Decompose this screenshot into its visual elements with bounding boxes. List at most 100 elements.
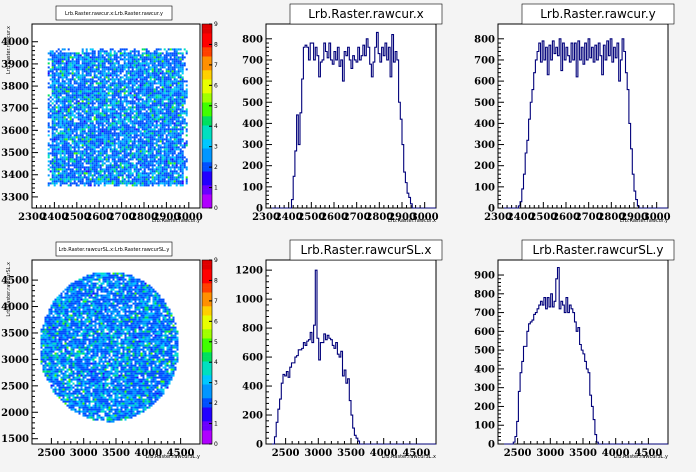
heatmap-cell xyxy=(68,288,71,291)
heatmap-cell xyxy=(83,86,86,89)
heatmap-cell xyxy=(123,66,126,69)
heatmap-cell xyxy=(91,180,94,183)
heatmap-cell xyxy=(53,110,56,113)
heatmap-cell xyxy=(64,294,67,297)
heatmap-cell xyxy=(137,126,140,129)
heatmap-cell xyxy=(127,112,130,115)
heatmap-cell xyxy=(93,128,96,131)
heatmap-cell xyxy=(55,88,58,91)
heatmap-cell xyxy=(53,106,56,109)
heatmap-cell xyxy=(111,134,114,137)
heatmap-cell xyxy=(71,156,74,159)
heatmap-cell xyxy=(115,62,118,65)
heatmap-cell xyxy=(62,296,65,299)
heatmap-cell xyxy=(137,158,140,161)
heatmap-cell xyxy=(71,64,74,67)
heatmap-cell xyxy=(57,100,60,103)
heatmap-cell xyxy=(63,84,66,87)
heatmap-cell xyxy=(55,106,58,109)
heatmap-cell xyxy=(85,106,88,109)
heatmap-cell xyxy=(167,78,170,81)
heatmap-cell xyxy=(131,142,134,145)
heatmap-cell xyxy=(56,312,59,315)
heatmap-cell xyxy=(113,122,116,125)
heatmap-cell xyxy=(59,164,62,167)
heatmap-cell xyxy=(89,108,92,111)
heatmap-cell xyxy=(133,62,136,65)
heatmap-cell xyxy=(105,108,108,111)
heatmap-cell xyxy=(51,106,54,109)
heatmap-cell xyxy=(159,80,162,83)
heatmap-cell xyxy=(125,112,128,115)
heatmap-cell xyxy=(155,170,158,173)
heatmap-cell xyxy=(50,374,53,377)
heatmap-cell xyxy=(67,66,70,69)
heatmap-cell xyxy=(107,86,110,89)
heatmap-cell xyxy=(81,98,84,101)
heatmap-cell xyxy=(165,180,168,183)
heatmap-cell xyxy=(58,360,61,363)
heatmap-cell xyxy=(47,102,50,105)
heatmap-cell xyxy=(151,148,154,151)
heatmap-cell xyxy=(54,390,57,393)
heatmap-cell xyxy=(91,90,94,93)
heatmap-cell xyxy=(73,144,76,147)
heatmap-cell xyxy=(91,54,94,57)
heatmap-cell xyxy=(77,100,80,103)
heatmap-cell xyxy=(57,98,60,101)
heatmap-cell xyxy=(66,298,69,301)
heatmap-cell xyxy=(133,88,136,91)
heatmap-cell xyxy=(107,132,110,135)
heatmap-cell xyxy=(97,108,100,111)
heatmap-cell xyxy=(173,132,176,135)
heatmap-cell xyxy=(179,100,182,103)
heatmap-cell xyxy=(81,106,84,109)
heatmap-cell xyxy=(135,94,138,97)
heatmap-cell xyxy=(44,350,47,353)
heatmap-cell xyxy=(83,150,86,153)
heatmap-cell xyxy=(50,328,53,331)
heatmap-cell xyxy=(137,80,140,83)
heatmap-cell xyxy=(79,140,82,143)
heatmap-cell xyxy=(179,90,182,93)
heatmap-cell xyxy=(177,132,180,135)
heatmap-cell xyxy=(155,168,158,171)
heatmap-cell xyxy=(53,80,56,83)
heatmap-cell xyxy=(181,98,184,101)
heatmap-cell xyxy=(67,134,70,137)
heatmap-cell xyxy=(105,104,108,107)
heatmap-cell xyxy=(73,54,76,57)
heatmap-cell xyxy=(67,90,70,93)
heatmap-cell xyxy=(60,382,63,385)
heatmap-cell xyxy=(62,376,65,379)
heatmap-cell xyxy=(52,322,55,325)
heatmap-cell xyxy=(119,92,122,95)
heatmap-cell xyxy=(42,342,45,345)
heatmap-cell xyxy=(48,322,51,325)
heatmap-cell xyxy=(127,168,130,171)
heatmap-cell xyxy=(105,98,108,101)
heatmap-cell xyxy=(155,94,158,97)
heatmap-cell xyxy=(109,136,112,139)
heatmap-cell xyxy=(60,398,63,401)
heatmap-cell xyxy=(55,174,58,177)
heatmap-cell xyxy=(67,122,70,125)
heatmap-cell xyxy=(57,148,60,151)
heatmap-cell xyxy=(61,170,64,173)
heatmap-cell xyxy=(71,172,74,175)
heatmap-cell xyxy=(87,168,90,171)
heatmap-cell xyxy=(57,152,60,155)
heatmap-cell xyxy=(177,90,180,93)
heatmap-cell xyxy=(111,166,114,169)
heatmap-cell xyxy=(141,112,144,115)
heatmap-cell xyxy=(143,180,146,183)
heatmap-cell xyxy=(107,142,110,145)
heatmap-cell xyxy=(175,122,178,125)
heatmap-cell xyxy=(67,100,70,103)
heatmap-cell xyxy=(65,138,68,141)
heatmap-cell xyxy=(44,364,47,367)
heatmap-cell xyxy=(173,148,176,151)
heatmap-cell xyxy=(73,108,76,111)
heatmap-cell xyxy=(54,322,57,325)
heatmap-cell xyxy=(61,60,64,63)
